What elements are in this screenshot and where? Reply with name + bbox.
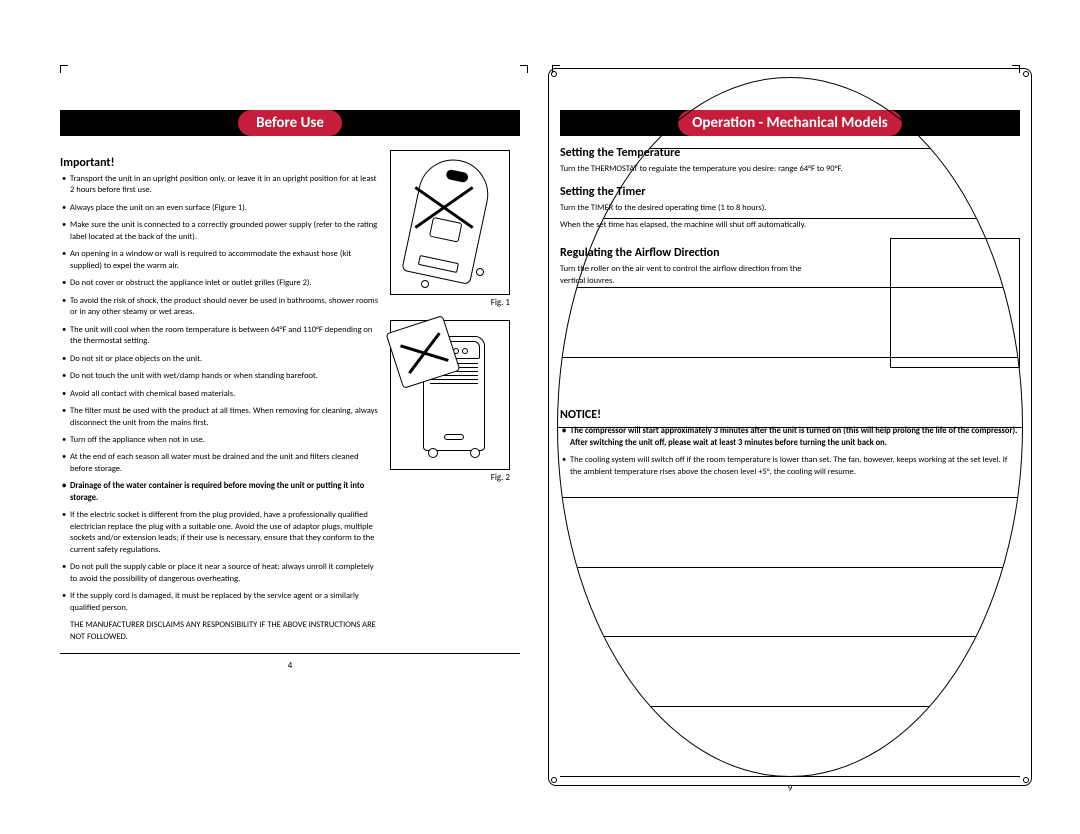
spread: Before Use Important! Transport the unit… [0, 0, 1080, 834]
list-item: If the supply cord is damaged, it must b… [60, 591, 380, 614]
disclaimer-text: THE MANUFACTURER DISCLAIMS ANY RESPONSIB… [60, 620, 380, 643]
figure-1 [390, 150, 510, 295]
list-item: The unit will cool when the room tempera… [60, 325, 380, 348]
figure-2-caption: Fig. 2 [390, 472, 510, 483]
notice-item: The cooling system will switch off if th… [560, 455, 1020, 478]
list-item: An opening in a window or wall is requir… [60, 249, 380, 272]
list-item: Do not cover or obstruct the appliance i… [60, 278, 380, 289]
list-item: The filter must be used with the product… [60, 406, 380, 429]
right-page: Operation - Mechanical Models Setting th… [540, 60, 1040, 794]
list-item: Transport the unit in an upright positio… [60, 174, 380, 197]
list-item: If the electric socket is different from… [60, 510, 380, 556]
page-number-right: 9 [560, 783, 1020, 794]
list-item: To avoid the risk of shock, the product … [60, 296, 380, 319]
left-page: Before Use Important! Transport the unit… [40, 60, 540, 794]
header-title-left: Before Use [238, 110, 342, 136]
list-item: At the end of each season all water must… [60, 452, 380, 475]
notice-item-bold: The compressor will start approximately … [560, 426, 1020, 449]
important-heading: Important! [60, 156, 380, 170]
list-item: Do not sit or place objects on the unit. [60, 354, 380, 365]
important-list: Transport the unit in an upright positio… [60, 174, 380, 614]
figure-1-caption: Fig. 1 [390, 297, 510, 308]
header-band-left: Before Use [60, 110, 520, 136]
list-item: Avoid all contact with chemical based ma… [60, 389, 380, 400]
list-item: Do not touch the unit with wet/damp hand… [60, 371, 380, 382]
footer-divider [60, 653, 520, 654]
list-item-bold: Drainage of the water container is requi… [60, 481, 380, 504]
list-item: Turn off the appliance when not in use. [60, 435, 380, 446]
page-number-left: 4 [60, 660, 520, 671]
footer-divider [560, 776, 1020, 777]
list-item: Always place the unit on an even surface… [60, 203, 380, 214]
list-item: Do not pull the supply cable or place it… [60, 562, 380, 585]
airflow-figure [890, 238, 1020, 368]
list-item: Make sure the unit is connected to a cor… [60, 220, 380, 243]
figure-2 [390, 320, 510, 470]
